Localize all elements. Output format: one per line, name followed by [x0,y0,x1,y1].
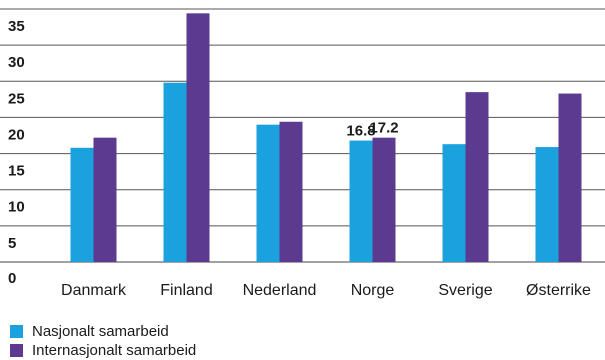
bar-norge-internasjonalt [372,137,396,262]
y-tick-25: 25 [8,90,25,107]
bar-østerrike-nasjonalt [535,147,559,262]
bar-østerrike-internasjonalt [558,93,582,263]
x-tick-5: Østerrike [526,282,591,299]
bars [70,13,582,263]
bar-nederland-nasjonalt [256,124,280,263]
data-labels: 16.817.2 [346,120,398,140]
bar-nederland-internasjonalt [279,121,303,262]
legend-swatch-internasjonalt [10,344,23,357]
y-tick-20: 20 [8,126,25,143]
x-axis-ticks: Danmark Finland Nederland Norge Sverige Øster… [61,282,591,299]
bar-chart: 0 5 10 15 20 25 30 35 16.817.2 Danmark Finland Ne… [0,8,605,299]
bar-finland-nasjonalt [163,82,187,262]
x-tick-4: Sverige [438,282,492,299]
y-tick-30: 30 [8,54,25,71]
legend: Nasjonalt samarbeid Internasjonalt samar… [10,322,196,360]
y-tick-15: 15 [8,163,25,180]
bar-norge-nasjonalt [349,140,373,262]
legend-item-nasjonalt: Nasjonalt samarbeid [10,322,196,341]
y-tick-35: 35 [8,18,25,35]
x-tick-2: Nederland [243,282,317,299]
bar-danmark-internasjonalt [93,137,117,262]
x-tick-1: Finland [160,282,212,299]
legend-item-internasjonalt: Internasjonalt samarbeid [10,341,196,360]
data-label-0: 16.8 [346,123,375,140]
x-tick-3: Norge [351,282,395,299]
bar-sverige-internasjonalt [465,92,489,262]
legend-label-internasjonalt: Internasjonalt samarbeid [32,342,197,359]
bar-danmark-nasjonalt [70,147,94,262]
bar-sverige-nasjonalt [442,144,466,262]
x-tick-0: Danmark [61,282,127,299]
bar-finland-internasjonalt [186,13,210,262]
y-tick-10: 10 [8,199,25,216]
y-tick-5: 5 [8,235,16,252]
legend-label-nasjonalt: Nasjonalt samarbeid [32,323,169,340]
legend-swatch-nasjonalt [10,325,23,338]
y-tick-0: 0 [8,270,16,287]
data-label-1: 17.2 [369,120,398,137]
y-axis-ticks: 0 5 10 15 20 25 30 35 [8,18,25,287]
